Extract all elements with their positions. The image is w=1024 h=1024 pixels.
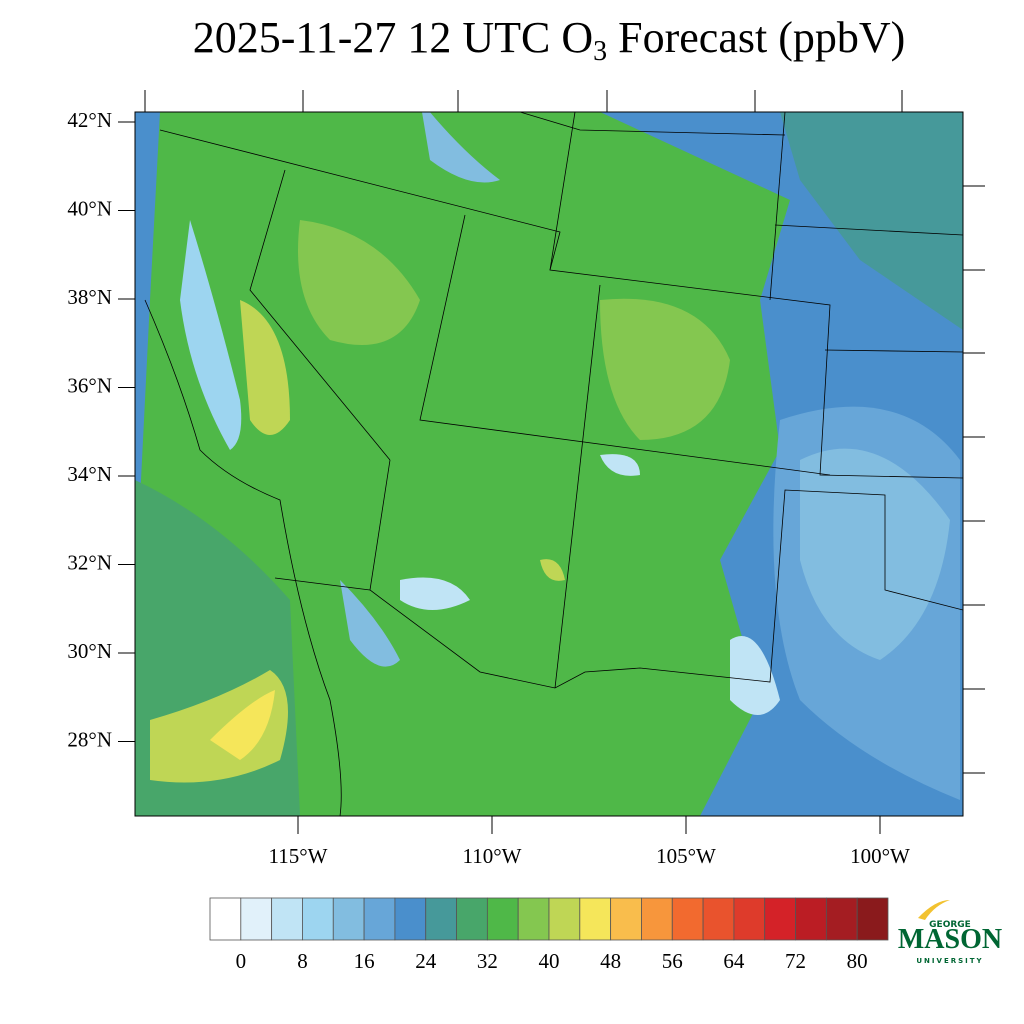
colorbar-box	[579, 897, 612, 941]
university-logo: GEORGE MASON UNIVERSITY	[898, 900, 1002, 965]
map-frame	[134, 111, 964, 817]
lat-label: 36°N	[67, 373, 112, 397]
colorbar-box	[856, 897, 889, 941]
colorbar-box	[240, 897, 273, 941]
logo-bottom: UNIVERSITY	[916, 957, 983, 965]
colorbar-box	[517, 897, 550, 941]
colorbar-box	[671, 897, 704, 941]
colorbar-box	[641, 897, 673, 941]
colorbar-box	[302, 897, 334, 941]
colorbar-box	[610, 897, 642, 941]
colorbar-box	[271, 897, 303, 941]
logo-top: GEORGE	[929, 920, 971, 930]
colorbar-box	[332, 897, 365, 941]
lat-label: 42°N	[67, 108, 112, 132]
lon-label: 105°W	[656, 844, 716, 868]
colorbar-box	[425, 897, 457, 941]
colorbar-label: 8	[297, 949, 308, 973]
lat-label: 40°N	[67, 196, 112, 220]
title-main: 2025-11-27 12 UTC O	[193, 13, 593, 62]
colorbar-label: 64	[723, 949, 745, 973]
colorbar-box	[548, 897, 581, 941]
colorbar-box	[394, 897, 427, 941]
lon-label: 110°W	[463, 844, 522, 868]
colorbar-label: 24	[415, 949, 437, 973]
colorbar-label: 72	[785, 949, 806, 973]
colorbar-box	[209, 897, 242, 941]
colorbar-label: 56	[662, 949, 683, 973]
colorbar-box	[795, 897, 827, 941]
ozone-field	[135, 112, 963, 816]
logo-name: MASON	[898, 924, 1002, 955]
title: 2025-11-27 12 UTC O3 Forecast (ppbV)	[193, 13, 906, 67]
colorbar-label: 48	[600, 949, 621, 973]
colorbar-label: 32	[477, 949, 498, 973]
colorbar-box	[456, 897, 488, 941]
lon-label: 115°W	[269, 844, 328, 868]
projection-ticks	[144, 90, 985, 774]
colorbar-box	[733, 897, 766, 941]
lat-label: 32°N	[67, 550, 112, 574]
colorbar-box	[486, 897, 519, 941]
lat-label: 28°N	[67, 727, 112, 751]
title-rest: Forecast (ppbV)	[607, 13, 905, 62]
colorbar-box	[764, 897, 796, 941]
lat-label: 30°N	[67, 639, 112, 663]
colorbar-box	[702, 897, 735, 941]
title-subscript: 3	[593, 36, 607, 67]
colorbar-label: 80	[847, 949, 868, 973]
colorbar-box	[825, 897, 858, 941]
colorbar-label: 16	[354, 949, 375, 973]
colorbar-label: 40	[539, 949, 560, 973]
colorbar-box	[363, 897, 396, 941]
colorbar-label: 0	[236, 949, 247, 973]
lat-label: 38°N	[67, 285, 112, 309]
lon-label: 100°W	[850, 844, 910, 868]
lat-label: 34°N	[67, 462, 112, 486]
